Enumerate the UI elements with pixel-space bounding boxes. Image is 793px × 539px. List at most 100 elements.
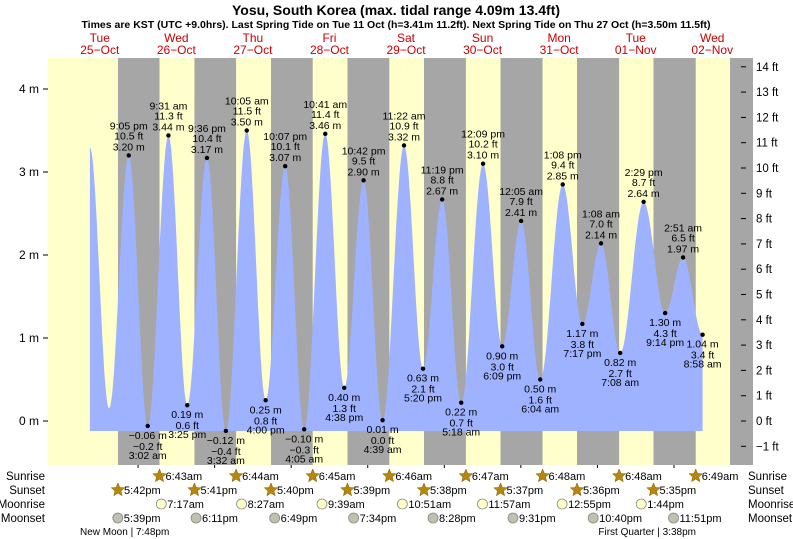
tide-height-ft: 11.4 ft <box>311 109 339 121</box>
tide-time: 9:14 pm <box>646 337 684 349</box>
low-tide-point <box>700 332 705 337</box>
high-tide-point <box>480 161 486 166</box>
tide-height-ft: 0.8 ft <box>254 415 277 427</box>
moonset-time: 8:28pm <box>439 513 476 525</box>
tide-time: 9:31 am <box>149 100 187 112</box>
day-name: Mon <box>547 31 570 45</box>
sunrise-time: 6:47am <box>472 471 509 483</box>
tide-height-ft: 6.5 ft <box>671 232 694 244</box>
low-tide-point <box>459 400 464 405</box>
sunrise-icon <box>611 468 627 483</box>
tide-height-ft: 10.2 ft <box>468 139 497 151</box>
day-date: 26−Oct <box>157 43 197 57</box>
right-tick-label: 9 ft <box>756 188 773 200</box>
tide-time: 5:18 am <box>442 427 480 439</box>
sunrise-row-label-right: Sunrise <box>748 471 787 483</box>
moonset-icon <box>190 512 202 524</box>
tide-height-ft: 0.7 ft <box>450 418 473 430</box>
tide-time: 10:05 am <box>225 96 269 108</box>
low-tide-point <box>145 423 150 429</box>
day-name: Wed <box>700 31 724 45</box>
sunset-icon <box>110 482 126 497</box>
day-date: 29−Oct <box>387 43 427 57</box>
high-tide-point <box>680 255 686 260</box>
tide-height-ft: 10.5 ft <box>114 130 143 142</box>
tide-height-m: 0.01 m <box>367 424 399 436</box>
sunset-icon <box>416 482 432 497</box>
tide-time: 3:25 pm <box>168 429 206 441</box>
moonset-icon <box>587 512 599 524</box>
sunset-time: 5:36pm <box>583 485 620 497</box>
tide-height-ft: 3.0 ft <box>491 361 514 373</box>
right-tick-label: −1 ft <box>756 441 780 453</box>
chart-title: Yosu, South Korea (max. tidal range 4.09… <box>232 2 560 18</box>
moonrise-time: 11:57am <box>488 499 530 511</box>
moonrise-icon <box>635 498 647 510</box>
moonrise-icon <box>556 498 568 510</box>
tide-time: 11:22 am <box>383 110 426 122</box>
right-tick-label: 3 ft <box>756 340 773 352</box>
tide-time: 10:41 am <box>303 99 347 111</box>
night-band <box>730 58 741 465</box>
day-date: 27−Oct <box>233 43 273 57</box>
tide-time: 2:51 am <box>664 222 702 234</box>
tide-height-ft: 0.0 ft <box>371 435 394 447</box>
low-tide-point <box>223 428 229 434</box>
day-name: Sun <box>472 31 493 45</box>
astro-rows: Sunrise Sunrise 6:43am 6:44am 6:45am 6:46am 6:… <box>0 468 793 538</box>
right-tick-label: 10 ft <box>756 163 779 175</box>
low-tide-point <box>342 385 347 390</box>
axes: 0 m 1 m 2 m 3 m 4 m −1 ft 0 ft 1 ft 2 ft 3 ft 4 ft… <box>19 58 780 468</box>
left-tick-label: 2 m <box>19 248 39 262</box>
sunrise-time: 6:49am <box>702 471 739 483</box>
tide-time: 1:08 am <box>582 208 620 220</box>
tide-height-m: 1.30 m <box>649 317 681 329</box>
tide-height-ft: 7.9 ft <box>509 196 532 208</box>
moonset-icon <box>507 512 519 524</box>
tide-height-ft: −0.4 ft <box>211 446 241 458</box>
low-tide-point <box>617 350 623 356</box>
tide-curve <box>89 130 703 431</box>
high-tide-point <box>439 197 445 202</box>
moonrise-time: 12:55pm <box>568 499 611 511</box>
tide-time: 10:07 pm <box>263 131 307 143</box>
tide-height-ft: 2.7 ft <box>608 368 631 380</box>
sunset-time: 5:40pm <box>277 485 314 497</box>
tide-height-m: 0.90 m <box>486 350 518 362</box>
right-axis-strip <box>741 58 753 465</box>
day-name: Sat <box>397 31 416 45</box>
sunrise-icon <box>152 468 167 483</box>
moon-phase-label: New Moon | 7:48pm <box>80 527 169 538</box>
moonset-icon <box>112 512 124 524</box>
day-date: 01−Nov <box>615 43 657 57</box>
tide-height-ft: 2.1 ft <box>411 384 434 396</box>
day-name: Tue <box>90 31 111 45</box>
tide-height-ft: 7.0 ft <box>589 218 612 230</box>
right-tick-label: 8 ft <box>756 214 773 226</box>
high-tide-point <box>560 182 565 187</box>
sunset-icon <box>187 482 202 497</box>
moonset-time: 11:51pm <box>680 513 722 525</box>
sunset-time: 5:41pm <box>200 485 237 497</box>
tide-time: 9:05 pm <box>110 120 148 132</box>
tide-height-ft: 9.5 ft <box>352 155 375 167</box>
chart-subtitle: Times are KST (UTC +9.0hrs). Last Spring… <box>81 19 710 31</box>
tide-time: 4:38 pm <box>325 412 363 424</box>
sunset-icon <box>263 482 279 497</box>
sunrise-icon <box>228 468 244 483</box>
moonset-time: 9:31pm <box>519 513 556 525</box>
moon-phase-label: First Quarter | 3:38pm <box>598 527 696 538</box>
low-tide-point <box>185 403 190 408</box>
tide-height-ft: 11.5 ft <box>233 106 261 118</box>
low-tide-point <box>580 321 585 327</box>
low-tide-point <box>301 427 307 432</box>
high-tide-point <box>518 218 524 224</box>
tide-time: 6:04 am <box>521 404 559 416</box>
tide-height-ft: 0.6 ft <box>176 420 199 432</box>
moonset-icon <box>269 512 281 524</box>
tide-time: 12:05 am <box>499 186 543 198</box>
high-tide-point <box>361 178 366 183</box>
right-tick-label: 11 ft <box>756 138 778 150</box>
moonrise-icon <box>236 498 247 510</box>
low-tide-point <box>380 417 385 423</box>
